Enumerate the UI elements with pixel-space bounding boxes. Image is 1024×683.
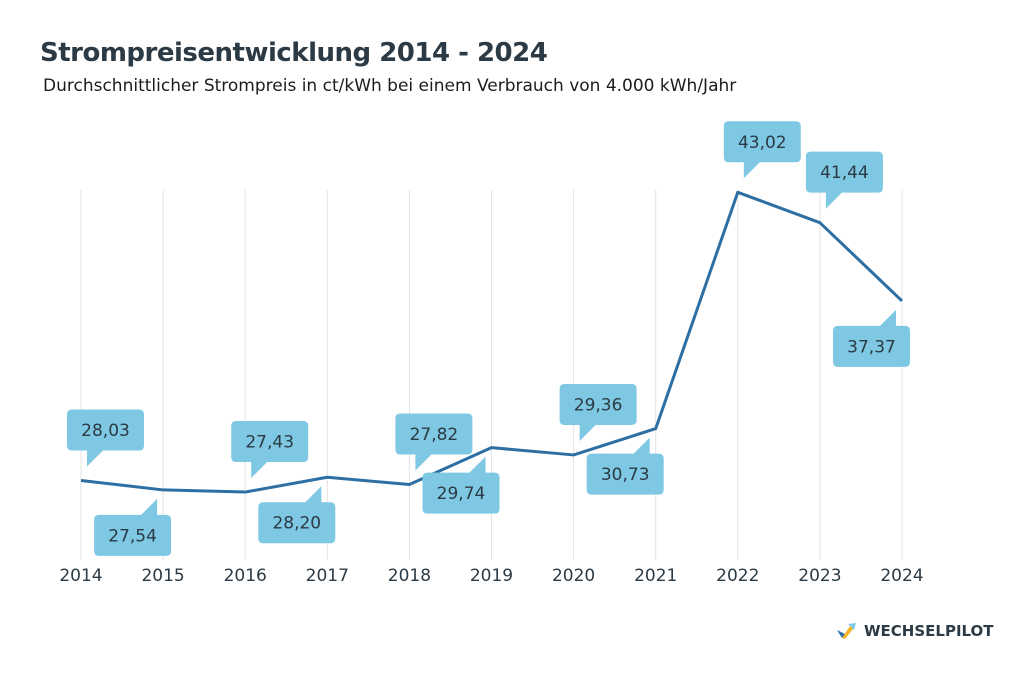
data-label: 28,20	[272, 514, 321, 534]
chart-subtitle: Durchschnittlicher Strompreis in ct/kWh …	[43, 76, 737, 96]
data-label-bubble	[231, 421, 309, 479]
data-label: 29,36	[574, 395, 623, 415]
data-label-bubble	[258, 486, 336, 544]
data-label-bubble	[395, 413, 473, 471]
data-label: 41,44	[820, 163, 869, 183]
data-label-bubble	[586, 437, 664, 495]
data-label-bubble	[422, 456, 500, 514]
data-label: 43,02	[738, 133, 787, 153]
x-tick-label: 2014	[59, 566, 102, 586]
x-tick-label: 2018	[388, 566, 431, 586]
wechselpilot-logo: WECHSELPILOT	[836, 622, 994, 640]
x-tick-label: 2015	[141, 566, 184, 586]
x-tick-label: 2022	[716, 566, 759, 586]
data-label: 27,82	[410, 425, 459, 445]
price-line	[80, 190, 904, 494]
logo-icon	[837, 623, 856, 639]
data-label-bubble	[559, 383, 637, 441]
x-tick-label: 2019	[470, 566, 513, 586]
data-label-bubble	[94, 498, 172, 556]
chart-title: Strompreisentwicklung 2014 - 2024	[40, 38, 548, 68]
data-label: 30,73	[601, 465, 650, 485]
data-label-bubble	[833, 309, 910, 367]
x-tick-label: 2024	[880, 566, 923, 586]
x-tick-label: 2020	[552, 566, 595, 586]
data-label-bubble	[67, 409, 144, 467]
data-label: 27,43	[245, 433, 294, 453]
x-tick-label: 2023	[798, 566, 841, 586]
data-label: 28,03	[81, 421, 130, 441]
data-label: 27,54	[108, 526, 157, 546]
logo-text: WECHSELPILOT	[864, 622, 994, 640]
x-tick-label: 2021	[634, 566, 677, 586]
data-label-bubble	[805, 151, 883, 209]
x-tick-label: 2017	[306, 566, 349, 586]
data-label: 29,74	[437, 484, 486, 504]
data-label: 37,37	[847, 337, 896, 357]
x-tick-label: 2016	[224, 566, 267, 586]
data-label-bubble	[723, 121, 801, 179]
